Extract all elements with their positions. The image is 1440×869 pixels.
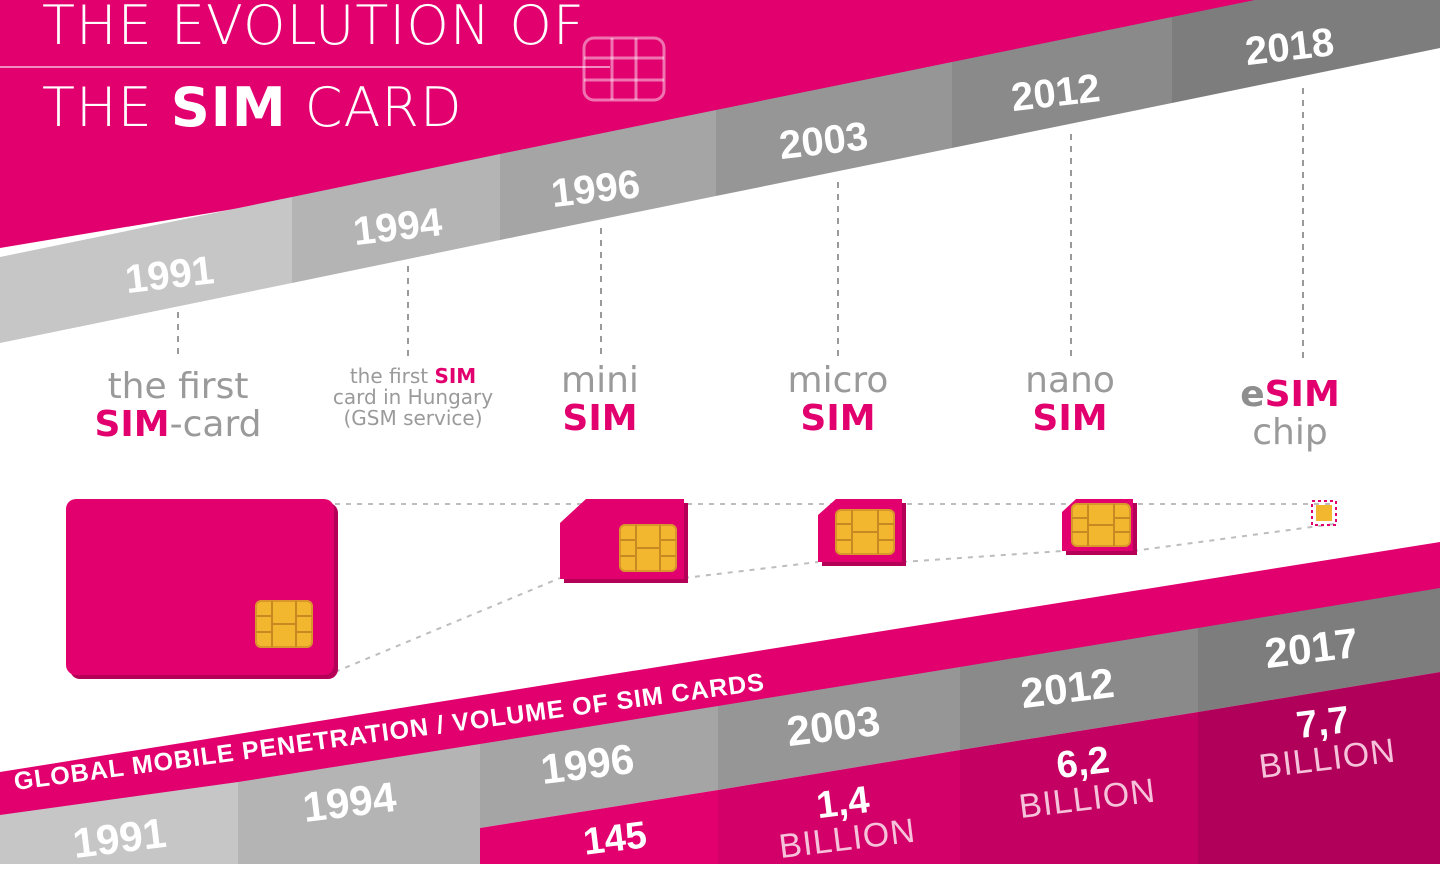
sim-chip-icon — [1071, 503, 1131, 547]
sim-card-icon — [560, 499, 688, 583]
stage-line: mini — [561, 360, 639, 401]
title-suffix: CARD — [286, 76, 463, 139]
stage-label-esim: eSIM chip — [1210, 376, 1370, 452]
timeline-top-connectors — [177, 88, 1304, 358]
stage-line: SIM-card — [78, 403, 278, 445]
timeline-top-band — [0, 0, 1440, 343]
sim-card-icon — [66, 499, 338, 679]
sim-chip-icon — [619, 524, 677, 572]
stage-highlight: SIM — [562, 397, 638, 439]
sim-chip-icon — [255, 600, 313, 648]
stage-label-micro-sim: micro SIM — [758, 362, 918, 438]
title-line-2: THE SIM CARD — [42, 76, 463, 139]
title-prefix: THE — [42, 76, 171, 139]
stage-line: card in Hungary — [332, 385, 494, 409]
stage-label-hungary: the first SIM card in Hungary (GSM servi… — [308, 366, 518, 429]
stage-line: nano — [1025, 360, 1115, 401]
stage-highlight: SIM — [434, 364, 477, 388]
sim-chip-icon — [835, 509, 895, 555]
stage-text: the first — [349, 364, 435, 388]
stage-line: micro — [787, 360, 889, 401]
sim-card-icon — [818, 499, 906, 566]
stage-line: eSIM — [1210, 376, 1370, 414]
stage-highlight: SIM — [1264, 374, 1340, 415]
stage-label-first-sim: the first SIM-card — [78, 368, 278, 444]
stage-highlight: SIM — [800, 397, 876, 439]
timeline-bottom-band — [0, 588, 1440, 864]
stage-label-nano-sim: nano SIM — [990, 362, 1150, 438]
stage-highlight: SIM — [94, 403, 170, 445]
stage-line: the first — [107, 366, 249, 407]
stage-line: the first SIM — [308, 366, 518, 387]
stage-highlight: SIM — [1032, 397, 1108, 439]
volume-blocks — [480, 672, 1440, 864]
sim-chip-icon — [1311, 500, 1337, 526]
stage-text: e — [1240, 374, 1265, 415]
sim-chip-outline-icon — [582, 36, 666, 102]
stage-text: -card — [169, 403, 262, 445]
stage-line: (GSM service) — [343, 406, 483, 430]
sim-card-icon — [1062, 499, 1137, 555]
stage-label-mini-sim: mini SIM — [520, 362, 680, 438]
title-bold: SIM — [170, 76, 287, 139]
stage-line: chip — [1252, 411, 1328, 453]
title-line-1: THE EVOLUTION OF — [42, 0, 585, 57]
